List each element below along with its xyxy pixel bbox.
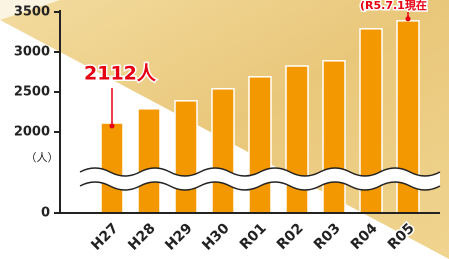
y-tick-label: 3500 (14, 5, 50, 20)
bar (249, 77, 271, 213)
annotation-dot (406, 16, 411, 21)
unit-label: （人） (26, 151, 59, 164)
chart: （人） 2112人 (R5.7.1現在 02000250030003500H27… (0, 0, 449, 259)
bar (175, 101, 197, 213)
y-tick-label: 3000 (14, 45, 50, 60)
bar (323, 61, 345, 213)
y-tick-label: 0 (41, 206, 50, 221)
bar (212, 89, 234, 213)
annotation: (R5.7.1現在 (360, 0, 427, 12)
annotation: 2112人 (84, 63, 157, 85)
bar (101, 123, 123, 213)
bar (138, 109, 160, 213)
annotation-dot (110, 124, 115, 129)
y-tick-label: 2000 (14, 125, 50, 140)
bar (286, 66, 308, 213)
y-tick-label: 2500 (14, 85, 50, 100)
